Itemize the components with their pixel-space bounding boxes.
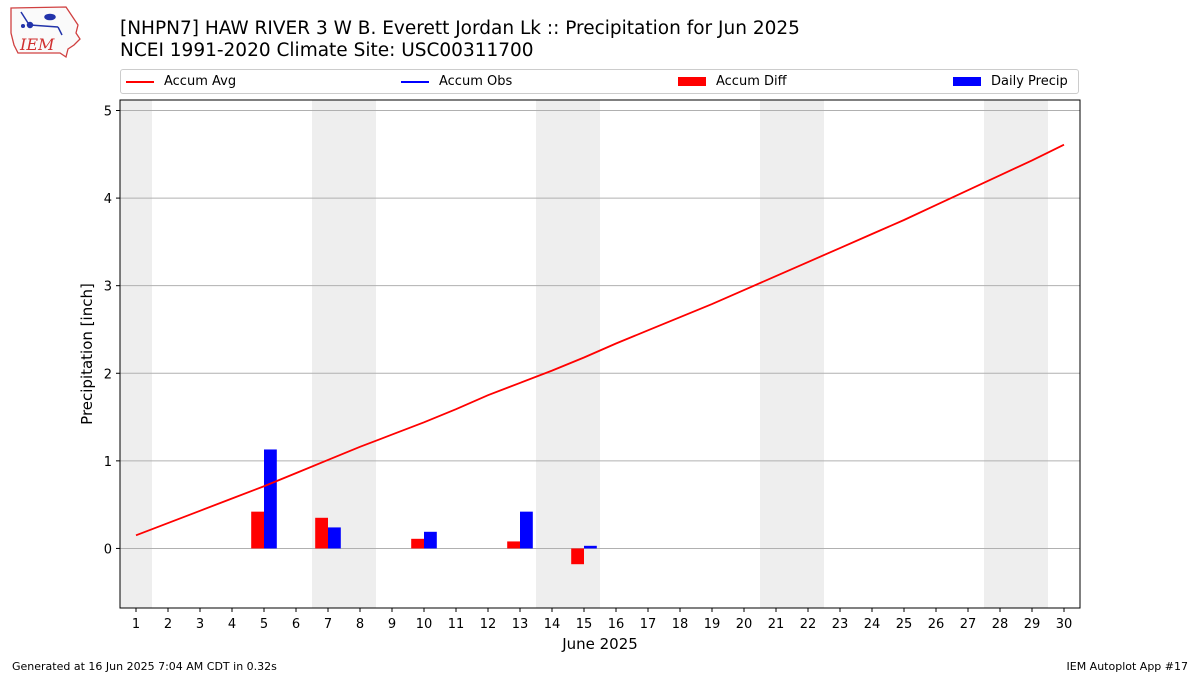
x-tick-label: 6 <box>292 617 300 632</box>
x-tick-label: 30 <box>1056 617 1073 632</box>
weekend-band <box>536 100 600 608</box>
x-tick-label: 11 <box>448 617 465 632</box>
accum-diff-bar <box>411 538 424 549</box>
x-tick-label: 8 <box>356 617 364 632</box>
x-tick-label: 21 <box>768 617 785 632</box>
y-tick-label: 4 <box>104 192 112 207</box>
x-tick-label: 29 <box>1024 617 1041 632</box>
x-tick-label: 23 <box>832 617 849 632</box>
x-tick-label: 4 <box>228 617 236 632</box>
x-tick-label: 12 <box>480 617 497 632</box>
x-tick-label: 19 <box>704 617 721 632</box>
x-tick-label: 25 <box>896 617 913 632</box>
legend-swatch-daily-precip <box>953 77 981 86</box>
x-tick-label: 7 <box>324 617 332 632</box>
y-tick-label: 1 <box>104 455 112 470</box>
state-outline-icon <box>10 6 81 59</box>
legend-swatch-accum-avg <box>126 80 154 83</box>
footer-app-label: IEM Autoplot App #17 <box>1066 660 1189 673</box>
chart-legend: Accum Avg Accum Obs Accum Diff Daily Pre… <box>120 69 1079 94</box>
legend-item-accum-avg: Accum Avg <box>126 70 236 93</box>
accum-avg-line <box>135 143 1065 537</box>
legend-label-daily-precip: Daily Precip <box>991 74 1068 89</box>
legend-label-accum-avg: Accum Avg <box>164 74 237 89</box>
weather-station-icon <box>20 11 63 36</box>
daily-precip-bar <box>520 511 533 549</box>
daily-precip-bar <box>328 527 341 549</box>
legend-swatch-accum-diff <box>678 77 706 86</box>
legend-label-accum-obs: Accum Obs <box>439 74 513 89</box>
x-tick-label: 15 <box>576 617 593 632</box>
x-tick-label: 16 <box>608 617 625 632</box>
x-tick-label: 20 <box>736 617 753 632</box>
x-tick-label: 3 <box>196 617 204 632</box>
accum-diff-bar <box>507 541 520 549</box>
x-tick-label: 9 <box>388 617 396 632</box>
accum-diff-bar <box>251 511 264 549</box>
x-tick-label: 2 <box>164 617 172 632</box>
x-tick-label: 18 <box>672 617 689 632</box>
legend-item-accum-obs: Accum Obs <box>401 70 512 93</box>
daily-precip-bar <box>264 449 277 549</box>
iem-logo: IEM <box>10 6 81 59</box>
x-tick-label: 22 <box>800 617 817 632</box>
chart-title: [NHPN7] HAW RIVER 3 W B. Everett Jordan … <box>120 18 800 39</box>
plot-area-frame <box>119 99 1081 609</box>
x-tick-label: 28 <box>992 617 1009 632</box>
legend-swatch-accum-obs <box>401 80 429 83</box>
weekend-band <box>984 100 1048 608</box>
weekend-band <box>120 100 152 608</box>
x-tick-label: 26 <box>928 617 945 632</box>
legend-label-accum-diff: Accum Diff <box>716 74 787 89</box>
daily-precip-bar <box>424 531 437 549</box>
footer-generated-text: Generated at 16 Jun 2025 7:04 AM CDT in … <box>12 660 277 673</box>
weekend-band <box>312 100 376 608</box>
y-tick-label: 2 <box>104 367 112 382</box>
legend-item-daily-precip: Daily Precip <box>953 70 1068 93</box>
x-tick-label: 13 <box>512 617 529 632</box>
y-tick-label: 0 <box>104 542 112 557</box>
x-axis-label: June 2025 <box>561 635 638 653</box>
y-tick-label: 5 <box>104 105 112 120</box>
y-tick-label: 3 <box>104 280 112 295</box>
x-tick-label: 27 <box>960 617 977 632</box>
x-tick-label: 10 <box>416 617 433 632</box>
x-tick-label: 14 <box>544 617 561 632</box>
x-tick-label: 24 <box>864 617 881 632</box>
accum-diff-bar <box>315 517 328 549</box>
accum-diff-bar <box>571 548 584 565</box>
daily-precip-bar <box>584 545 597 549</box>
x-tick-label: 5 <box>260 617 268 632</box>
weekend-band <box>760 100 824 608</box>
x-tick-label: 1 <box>132 617 140 632</box>
y-axis-label: Precipitation [inch] <box>78 283 96 425</box>
legend-item-accum-diff: Accum Diff <box>678 70 787 93</box>
x-tick-label: 17 <box>640 617 657 632</box>
chart-subtitle: NCEI 1991-2020 Climate Site: USC00311700 <box>120 40 534 61</box>
logo-text: IEM <box>19 35 55 54</box>
